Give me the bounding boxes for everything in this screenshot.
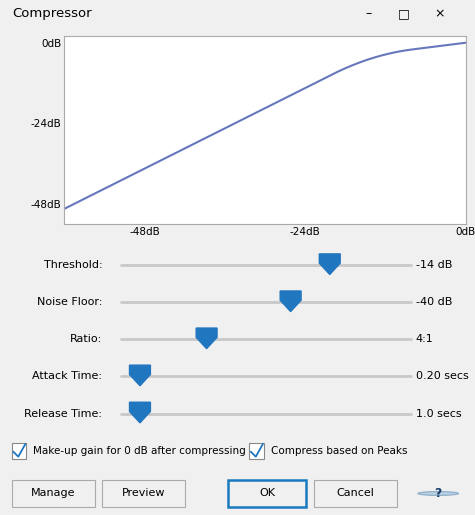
Text: -40 dB: -40 dB	[416, 297, 452, 307]
Text: OK: OK	[259, 489, 275, 499]
Text: -14 dB: -14 dB	[416, 260, 452, 270]
Text: ?: ?	[435, 487, 442, 500]
Text: Ratio:: Ratio:	[70, 334, 102, 345]
Text: Preview: Preview	[122, 489, 165, 499]
FancyBboxPatch shape	[228, 480, 306, 507]
Text: Make-up gain for 0 dB after compressing: Make-up gain for 0 dB after compressing	[33, 446, 246, 456]
Text: Cancel: Cancel	[336, 489, 374, 499]
Text: 4:1: 4:1	[416, 334, 433, 345]
Text: Release Time:: Release Time:	[24, 408, 102, 419]
Text: –: –	[365, 7, 371, 20]
Polygon shape	[280, 291, 301, 312]
FancyBboxPatch shape	[102, 480, 185, 507]
FancyBboxPatch shape	[249, 443, 264, 459]
Text: Compressor: Compressor	[12, 7, 92, 20]
Text: 1.0 secs: 1.0 secs	[416, 408, 461, 419]
Text: Compress based on Peaks: Compress based on Peaks	[271, 446, 407, 456]
Text: ×: ×	[434, 7, 445, 20]
Polygon shape	[196, 328, 217, 349]
FancyBboxPatch shape	[314, 480, 397, 507]
Text: Threshold:: Threshold:	[44, 260, 102, 270]
Text: □: □	[398, 7, 409, 20]
Polygon shape	[319, 254, 340, 274]
FancyBboxPatch shape	[12, 443, 26, 459]
Polygon shape	[130, 365, 151, 386]
Text: Noise Floor:: Noise Floor:	[37, 297, 102, 307]
Polygon shape	[130, 402, 151, 423]
FancyBboxPatch shape	[12, 480, 95, 507]
Circle shape	[418, 492, 458, 495]
Text: Manage: Manage	[31, 489, 76, 499]
Text: Attack Time:: Attack Time:	[32, 371, 102, 382]
Text: 0.20 secs: 0.20 secs	[416, 371, 468, 382]
